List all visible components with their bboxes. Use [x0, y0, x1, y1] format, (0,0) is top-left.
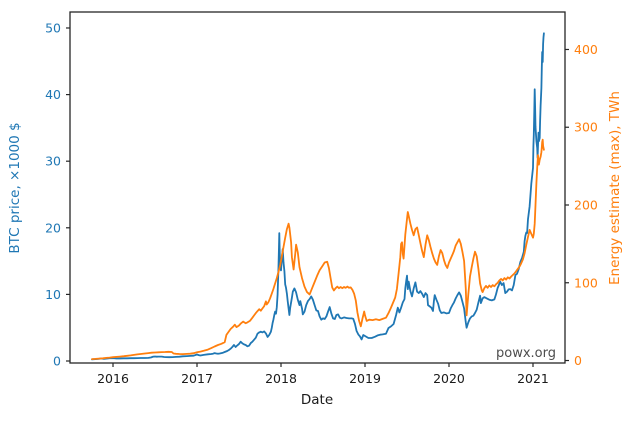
y-left-tick-label: 0: [53, 354, 61, 369]
x-axis-title: Date: [301, 392, 333, 408]
plot-frame: [69, 11, 566, 364]
y-right-tick-label: 200: [574, 197, 598, 212]
y-left-tick-label: 10: [45, 287, 61, 302]
y-right-tick-label: 100: [574, 275, 598, 290]
ticks-layer: 2016 2017 2018 2019 2020 2021 0 10 20 30 40 50 0 100 2…: [45, 20, 598, 386]
watermark-text: powx.org: [496, 346, 556, 361]
y-right-axis-title: Energy estimate (max), TWh: [607, 91, 623, 285]
y-right-tick-label: 400: [574, 42, 598, 57]
y-left-tick-label: 40: [45, 87, 61, 102]
y-right-tick-label: 300: [574, 120, 598, 135]
y-right-tick-label: 0: [574, 353, 582, 368]
y-left-tick-label: 20: [45, 220, 61, 235]
x-tick-label: 2017: [181, 371, 213, 386]
x-tick-label: 2018: [265, 371, 297, 386]
energy-estimate-line: [91, 138, 545, 361]
btc-price-line: [91, 32, 545, 361]
y-left-tick-label: 50: [45, 20, 61, 35]
x-tick-label: 2020: [433, 371, 465, 386]
y-left-axis-title: BTC price, ×1000 $: [7, 122, 23, 253]
x-tick-label: 2021: [517, 371, 549, 386]
x-tick-label: 2019: [349, 371, 381, 386]
x-tick-label: 2016: [97, 371, 129, 386]
series-layer: [91, 32, 545, 361]
y-left-tick-label: 30: [45, 154, 61, 169]
